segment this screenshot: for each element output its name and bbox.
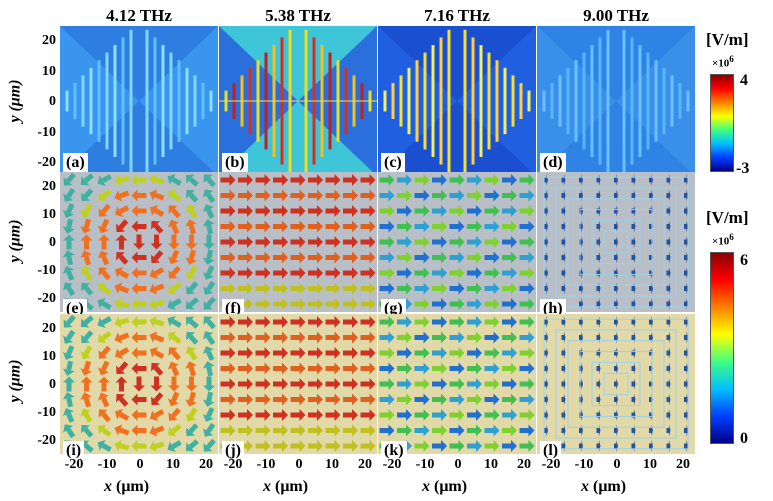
- x-axis-label-1: x (μm): [104, 478, 150, 495]
- y-tick-label: 10: [42, 207, 56, 222]
- panel-label-k: (k): [381, 441, 407, 461]
- x-tick-label: 20: [517, 457, 531, 472]
- y-tick-label: -20: [37, 155, 56, 170]
- column-title-1: 4.12 THz: [106, 6, 172, 25]
- panel-f: (f): [219, 172, 377, 322]
- colorbar-top-min: -3: [736, 160, 750, 177]
- panel-label-j: (j): [222, 441, 244, 461]
- x-tick-label: 0: [295, 457, 303, 472]
- y-tick-label: -10: [37, 263, 56, 278]
- colorbar-bottom-max: 6: [740, 252, 748, 269]
- y-tick-label: -20: [37, 291, 56, 306]
- panel-d: (d): [537, 26, 695, 176]
- panel-c: (c): [378, 26, 536, 176]
- panel-label-d: (d): [540, 153, 566, 173]
- x-tick-label: -20: [382, 457, 402, 472]
- panel-k: (k): [378, 314, 536, 464]
- x-axis-label-4: x (μm): [581, 478, 627, 495]
- panel-label-i: (i): [63, 441, 85, 461]
- y-tick-label: 20: [42, 179, 56, 194]
- y-tick-label: -10: [37, 124, 56, 140]
- x-tick-label: 10: [643, 457, 657, 472]
- colorbar-bottom: [710, 252, 734, 444]
- x-tick-label: 20: [676, 457, 690, 472]
- x-tick-label: -20: [64, 457, 84, 472]
- x-tick-label: 10: [325, 457, 339, 472]
- x-tick-label: -20: [541, 457, 561, 472]
- panel-a: (a): [60, 26, 218, 176]
- panel-e: (e): [60, 172, 218, 322]
- column-title-4: 9.00 THz: [583, 6, 649, 25]
- panel-label-l: (l): [540, 441, 562, 461]
- x-tick-label: -10: [415, 457, 435, 472]
- panel-g: (g): [378, 172, 536, 322]
- panel-label-c: (c): [381, 153, 405, 173]
- y-tick-label: 20: [42, 33, 56, 48]
- colorbar-top: [710, 74, 734, 172]
- y-tick-label: 0: [49, 377, 56, 392]
- panel-l: (l): [537, 314, 695, 464]
- colorbar-top-exponent: ×106: [712, 54, 734, 70]
- y-tick-label: 0: [49, 94, 56, 109]
- x-tick-label: -10: [574, 457, 594, 472]
- y-tick-label: -20: [37, 433, 56, 448]
- x-tick-label: 0: [136, 457, 144, 472]
- column-title-3: 7.16 THz: [424, 6, 490, 25]
- x-tick-label: -20: [223, 457, 243, 472]
- x-tick-label: 20: [358, 457, 372, 472]
- y-tick-label: 20: [42, 321, 56, 336]
- x-tick-label: 0: [613, 457, 621, 472]
- colorbar-bottom-exponent: ×106: [712, 232, 734, 248]
- x-tick-label: -10: [256, 457, 276, 472]
- y-tick-label: 10: [42, 63, 56, 79]
- y-tick-label: 10: [42, 349, 56, 364]
- x-tick-label: 0: [454, 457, 462, 472]
- panel-label-b: (b): [222, 153, 248, 173]
- y-tick-label: -10: [37, 405, 56, 420]
- panel-label-a: (a): [63, 153, 88, 173]
- x-tick-label: 20: [199, 457, 213, 472]
- colorbar-bottom-title: [V/m]: [706, 208, 749, 227]
- x-axis-label-3: x (μm): [422, 478, 468, 495]
- x-tick-label: -10: [97, 457, 117, 472]
- x-tick-label: 10: [484, 457, 498, 472]
- x-axis-label-2: x (μm): [263, 478, 309, 495]
- colorbar-bottom-min: 0: [740, 430, 748, 447]
- colorbar-top-max: 4: [740, 72, 748, 89]
- panel-j: (j): [219, 314, 377, 464]
- y-tick-label: 0: [49, 235, 56, 250]
- x-tick-label: 10: [166, 457, 180, 472]
- panel-h: (h): [537, 172, 695, 322]
- panel-i: (i): [60, 314, 218, 464]
- column-title-2: 5.38 THz: [265, 6, 331, 25]
- panel-b: (b): [219, 26, 377, 176]
- colorbar-top-title: [V/m]: [706, 30, 749, 49]
